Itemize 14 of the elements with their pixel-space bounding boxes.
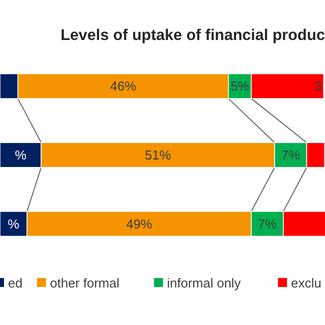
- data-label: 46%: [110, 78, 137, 94]
- legend-label: ed: [8, 276, 22, 291]
- legend-label: exclu: [291, 276, 322, 291]
- annotation: 3: [314, 78, 322, 94]
- data-label: 49%: [126, 216, 153, 232]
- data-label: 5%: [230, 78, 250, 94]
- legend-label: other formal: [50, 276, 120, 291]
- chart-title: Levels of uptake of financial produc: [60, 27, 325, 44]
- data-label: %: [14, 148, 27, 163]
- data-label: %: [8, 216, 20, 232]
- data-label: 7%: [281, 148, 300, 163]
- legend-label: informal only: [167, 276, 242, 291]
- data-label: 51%: [144, 148, 172, 163]
- data-label: 7%: [258, 216, 278, 232]
